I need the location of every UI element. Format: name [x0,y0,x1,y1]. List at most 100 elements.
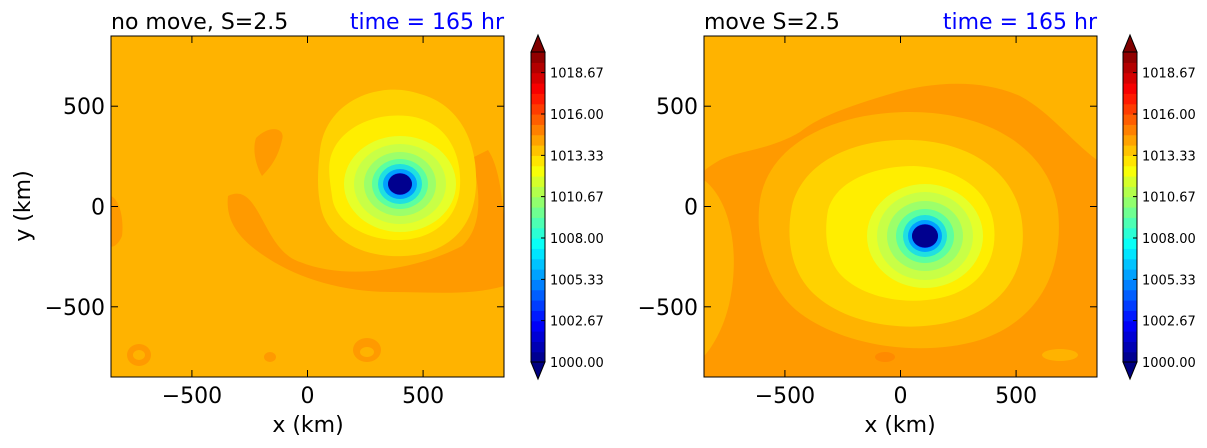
colorbar-band [531,341,545,353]
panel-move: move S=2.5 time = 165 hr −500 0 500 [638,10,1196,438]
panel-title-time: time = 165 hr [350,10,505,35]
colorbar-band [1123,186,1137,198]
colorbar-band [531,279,545,291]
colorbar-band [1123,310,1137,322]
colorbar-band [1123,155,1137,167]
axis-ticks: −500 0 500 −500 0 500 [45,36,504,409]
colorbar-band [531,238,545,249]
colorbar-tick-label: 1010.67 [1142,191,1196,206]
pressure-field [704,36,1097,377]
colorbar-band [531,83,545,94]
colorbar-extend-top [530,33,546,53]
colorbar-tick-label: 1002.67 [1142,315,1196,330]
y-axis-label: y (km) [11,170,36,241]
x-tick-label: 500 [995,384,1037,409]
colorbar-band [531,300,545,311]
colorbar-tick-label: 1016.00 [1142,108,1196,123]
colorbar-band [1123,279,1137,291]
y-tick-label: −500 [638,296,698,321]
colorbar-band [1123,52,1137,63]
colorbar-extend-bottom [1122,361,1138,381]
colorbar-band [531,331,545,342]
colorbar-band [1123,196,1137,208]
colorbar-band [531,62,545,74]
x-axis-label: x (km) [272,413,343,438]
colorbar-band [1123,300,1137,311]
colorbar-band [531,155,545,167]
colorbar-band [1123,103,1137,115]
colorbar-tick-label: 1008.00 [550,232,604,247]
core [344,136,456,232]
panel-title-time: time = 165 hr [943,10,1098,35]
colorbar-band [1123,217,1137,229]
colorbar-extend-top [1122,33,1138,53]
colorbar-band [531,114,545,125]
storm-center [388,173,412,195]
x-tick-label: 0 [301,384,315,409]
colorbar-band [531,176,545,187]
colorbar-tick-label: 1018.67 [550,67,604,82]
colorbar-band [531,196,545,208]
x-tick-label: 500 [402,384,444,409]
colorbar-band [1123,331,1137,342]
panel-title-left: move S=2.5 [704,10,840,35]
colorbar-band [531,269,545,280]
colorbar-band [1123,351,1137,363]
colorbar-band [531,207,545,218]
band-1015-left [704,180,734,356]
outer-band [227,150,504,293]
eddy-bottom-left-core [133,350,145,360]
colorbar-band [1123,341,1137,353]
eddy-bottom-mid-core [360,347,374,357]
colorbar-band [1123,62,1137,74]
colorbar-tick-label: 1016.00 [550,108,604,123]
colorbar-tick-label: 1000.00 [1142,356,1196,371]
colorbar-frame [1122,51,1138,363]
y-tick-label: 0 [684,196,698,221]
colorbar-bands [1123,52,1137,363]
colorbar-band [1123,248,1137,260]
colorbar-tick-label: 1013.33 [1142,149,1196,164]
panel-title-left: no move, S=2.5 [111,10,288,35]
colorbar-ticks: 1000.00 1002.67 1005.33 1008.00 1010.67 1013.… [1133,67,1196,371]
colorbar-band [531,124,545,136]
colorbar-band [1123,227,1137,239]
colorbar-tick-label: 1005.33 [1142,273,1196,288]
colorbar-band [1123,289,1137,301]
colorbar-tick-label: 1010.67 [550,191,604,206]
outer-band-streak [254,129,283,176]
colorbar-band [1123,269,1137,280]
colorbar-band [1123,93,1137,105]
outer-band-left [111,196,123,247]
colorbar-band [531,258,545,270]
colorbar-tick-label: 1002.67 [550,315,604,330]
colorbar-band [531,145,545,156]
colorbar-band [1123,145,1137,156]
storm-center [912,224,938,248]
colorbar-band [1123,207,1137,218]
colorbar-band [531,134,545,146]
colorbar: 1000.00 1002.67 1005.33 1008.00 1010.67 1013.… [530,33,604,381]
eddy-small [264,352,276,362]
y-tick-label: −500 [45,296,105,321]
colorbar-frame [530,51,546,363]
colorbar-band [1123,114,1137,125]
colorbar-band [531,227,545,239]
y-tick-label: 500 [656,95,698,120]
colorbar-band [1123,238,1137,249]
colorbar-bands [531,52,545,363]
axis-ticks: −500 0 500 −500 0 500 [638,36,1097,409]
y-tick-label: 0 [91,196,105,221]
colorbar-band [1123,176,1137,187]
colorbar-ticks: 1000.00 1002.67 1005.33 1008.00 1010.67 1013.… [541,67,604,371]
y-tick-label: 500 [63,95,105,120]
band-1015-top [704,36,1097,172]
colorbar-band [1123,258,1137,270]
colorbar-band [531,186,545,198]
colorbar-band [531,248,545,260]
panel-no-move: no move, S=2.5 time = 165 hr [11,10,604,438]
colorbar-tick-label: 1008.00 [1142,232,1196,247]
colorbar-band [1123,165,1137,177]
colorbar: 1000.00 1002.67 1005.33 1008.00 1010.67 1013.… [1122,33,1196,381]
